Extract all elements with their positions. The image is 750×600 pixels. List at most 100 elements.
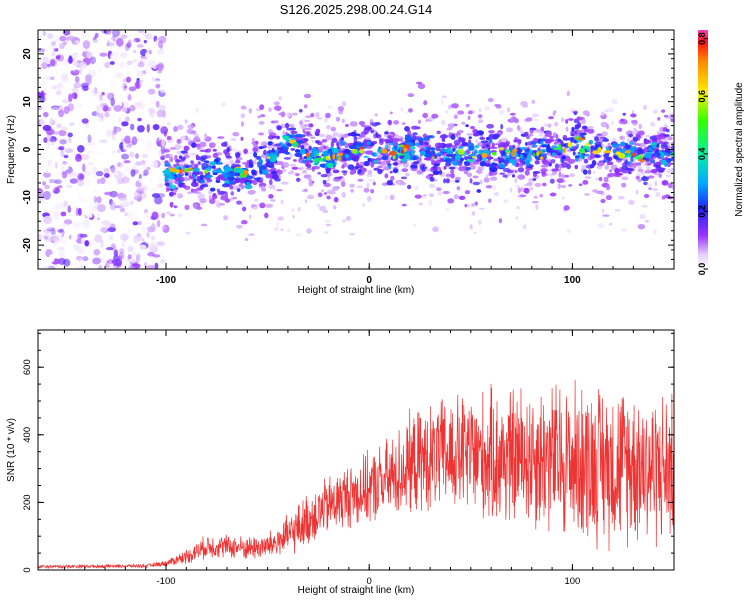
noise-blob — [56, 123, 62, 129]
noise-blob — [38, 110, 43, 114]
ridge-blob — [602, 138, 609, 142]
ridge-blob — [587, 169, 592, 175]
ridge-blob — [165, 187, 170, 192]
ridge-blob — [424, 153, 432, 158]
ridge-blob — [323, 145, 327, 150]
ridge-blob — [446, 154, 453, 157]
scatter-blob — [448, 104, 452, 110]
noise-blob — [58, 109, 65, 118]
noise-blob — [135, 153, 139, 159]
y-tick-label: 400 — [22, 427, 33, 443]
scatter-blob — [437, 191, 443, 196]
ridge-blob — [630, 152, 637, 157]
noise-blob — [43, 215, 52, 225]
scatter-blob — [641, 205, 649, 208]
ridge-blob — [566, 90, 570, 97]
ridge-blob — [584, 176, 592, 180]
noise-blob — [129, 257, 137, 264]
ridge-blob — [423, 136, 430, 141]
ridge-blob — [590, 145, 595, 149]
ridge-blob — [554, 163, 559, 169]
ridge-blob — [338, 152, 344, 157]
ridge-blob — [217, 161, 223, 165]
ridge-blob — [451, 157, 456, 162]
noise-blob — [112, 132, 116, 141]
ridge-blob — [578, 183, 583, 186]
noise-blob — [44, 226, 52, 230]
ridge-blob — [596, 133, 603, 136]
noise-blob — [63, 106, 70, 115]
noise-blob — [59, 35, 67, 42]
ridge-blob — [384, 144, 389, 149]
ridge-blob — [299, 166, 305, 169]
ridge-blob — [485, 185, 493, 189]
ridge-blob — [447, 123, 455, 129]
scatter-blob — [317, 117, 323, 120]
ridge-blob — [267, 141, 273, 146]
ridge-blob — [252, 147, 259, 152]
ridge-blob — [625, 150, 631, 154]
scatter-blob — [317, 203, 320, 208]
ridge-blob — [354, 166, 360, 170]
ridge-blob — [392, 162, 399, 166]
noise-blob — [100, 239, 104, 249]
scatter-blob — [475, 139, 479, 144]
scatter-blob — [233, 147, 236, 152]
ridge-blob — [641, 176, 649, 182]
ridge-blob — [341, 191, 346, 198]
scatter-blob — [414, 185, 420, 190]
scatter-blob — [471, 211, 476, 216]
ridge-blob — [531, 141, 537, 145]
ridge-blob — [397, 149, 401, 153]
ridge-blob — [520, 131, 525, 135]
ridge-blob — [302, 170, 307, 174]
noise-blob — [74, 222, 81, 227]
ridge-blob — [193, 133, 199, 137]
noise-blob — [154, 262, 159, 269]
ridge-blob — [341, 118, 345, 124]
scatter-blob — [614, 208, 621, 212]
scatter-blob — [254, 198, 259, 202]
ridge-blob — [259, 165, 267, 170]
noise-blob — [49, 117, 53, 126]
ridge-blob — [300, 123, 307, 129]
scatter-blob — [221, 102, 226, 107]
ridge-blob — [567, 118, 574, 121]
ridge-blob — [224, 192, 228, 197]
noise-blob — [95, 112, 99, 121]
ridge-blob — [524, 142, 528, 146]
ridge-blob — [499, 172, 506, 175]
ridge-blob — [498, 218, 503, 224]
ridge-blob — [479, 179, 483, 185]
ridge-blob — [350, 131, 357, 137]
ridge-blob — [622, 112, 626, 116]
ridge-blob — [398, 138, 403, 142]
ridge-blob — [637, 178, 642, 183]
noise-blob — [82, 85, 89, 92]
scatter-blob — [195, 107, 199, 114]
scatter-blob — [349, 232, 355, 236]
ridge-blob — [404, 136, 413, 142]
noise-blob — [147, 252, 155, 257]
ridge-blob — [205, 174, 213, 178]
ridge-blob — [212, 152, 219, 159]
noise-blob — [81, 237, 85, 244]
noise-blob — [141, 159, 146, 165]
noise-blob — [161, 212, 166, 219]
scatter-blob — [544, 122, 548, 128]
noise-blob — [127, 39, 132, 45]
ridge-blob — [607, 142, 611, 147]
ridge-blob — [169, 167, 177, 173]
ridge-blob — [201, 162, 209, 169]
ridge-blob — [266, 145, 272, 148]
ridge-blob — [637, 150, 645, 155]
ridge-blob — [465, 124, 469, 128]
ridge-blob — [553, 110, 557, 113]
ridge-blob — [203, 181, 209, 185]
ridge-blob — [514, 163, 520, 168]
noise-blob — [121, 153, 129, 160]
ridge-blob — [293, 159, 297, 162]
ridge-blob — [357, 178, 364, 182]
ridge-blob — [347, 164, 355, 171]
colorbar-gradient — [698, 30, 708, 269]
